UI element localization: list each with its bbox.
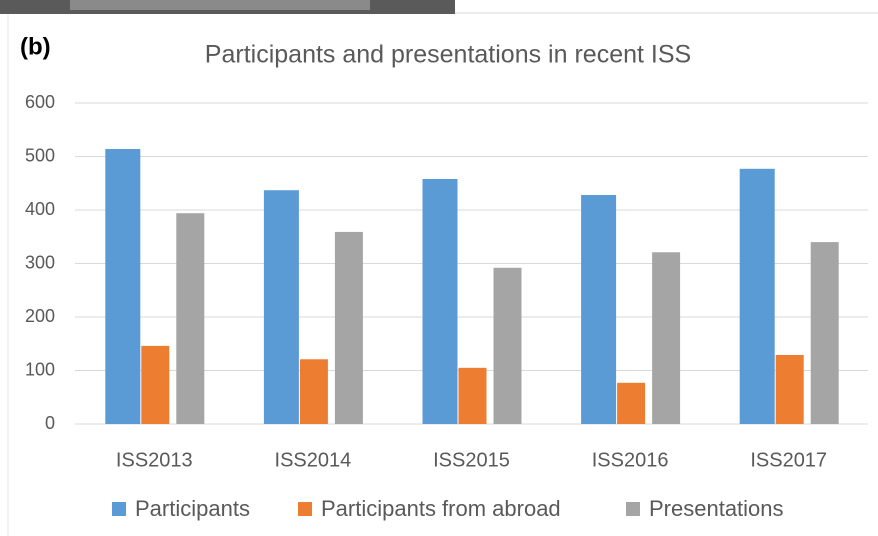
bar <box>176 213 204 424</box>
bar <box>264 190 299 424</box>
x-tick-label: ISS2015 <box>433 449 510 471</box>
y-tick-label: 0 <box>45 413 55 433</box>
y-tick-label: 600 <box>25 92 55 112</box>
bar <box>652 252 680 424</box>
x-tick-label: ISS2013 <box>116 449 193 471</box>
chart-title: Participants and presentations in recent… <box>205 41 691 69</box>
legend-label: Participants from abroad <box>321 496 561 521</box>
x-tick-label: ISS2017 <box>750 449 827 471</box>
bar <box>300 359 328 424</box>
page: (b) Participants and presentations in re… <box>0 0 878 536</box>
bar <box>581 195 616 424</box>
legend-label: Presentations <box>649 496 784 521</box>
y-tick-label: 500 <box>25 145 55 165</box>
chart: (b) Participants and presentations in re… <box>0 0 878 536</box>
bar <box>776 355 804 424</box>
y-tick-label: 100 <box>25 359 55 379</box>
legend-swatch <box>626 502 640 516</box>
bar <box>740 169 775 424</box>
legend-swatch <box>112 502 126 516</box>
x-tick-label: ISS2016 <box>592 449 669 471</box>
photo-detail <box>70 0 370 10</box>
bar <box>105 149 140 424</box>
bar <box>494 268 522 424</box>
y-tick-label: 300 <box>25 252 55 272</box>
legend-swatch <box>298 502 312 516</box>
legend-label: Participants <box>135 496 250 521</box>
bar <box>423 179 458 424</box>
bar <box>459 368 487 424</box>
bar <box>811 242 839 424</box>
y-tick-label: 200 <box>25 306 55 326</box>
y-tick-label: 400 <box>25 199 55 219</box>
panel-label: (b) <box>20 33 51 60</box>
bar <box>617 383 645 424</box>
bar <box>141 346 169 424</box>
x-tick-label: ISS2014 <box>275 449 352 471</box>
bar <box>335 232 363 424</box>
